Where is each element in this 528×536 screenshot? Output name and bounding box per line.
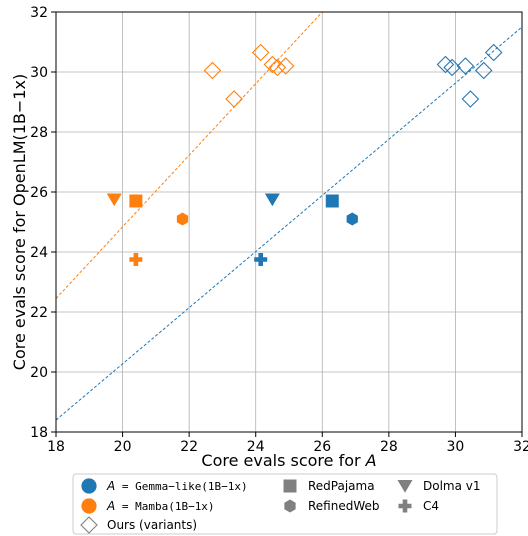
legend-marker: [283, 479, 297, 493]
y-tick-label: 26: [30, 185, 48, 201]
point-dolma-v1-series-0: [264, 193, 280, 207]
fit-lines: [56, 12, 522, 421]
plot-frame: [55, 11, 523, 433]
fit-line-series-0: [56, 26, 522, 421]
y-tick-label: 30: [30, 65, 48, 81]
legend-item: RefinedWeb: [284, 499, 380, 513]
legend: A = Gemma−like(1B−1x) RedPajama Dolma v1 A …: [72, 473, 498, 535]
grid: [55, 11, 523, 433]
x-tick-label: 28: [380, 439, 398, 455]
variant-point-series-1: [251, 43, 270, 62]
legend-item: A = Mamba(1B−1x): [81, 498, 215, 514]
variant-point-series-1: [203, 61, 222, 80]
variant-point-series-0: [484, 43, 503, 62]
legend-marker: [398, 499, 412, 513]
point-c4-series-0: [254, 253, 268, 266]
legend-label: C4: [423, 499, 439, 513]
point-c4-series-1: [129, 253, 143, 266]
legend-marker: [81, 498, 97, 514]
data-markers: [106, 43, 503, 266]
point-refinedweb-series-1: [176, 212, 189, 226]
legend-item: Ours (variants): [80, 516, 197, 534]
y-tick-label: 18: [30, 425, 48, 441]
y-axis-label: Core evals score for OpenLM(1B−1x): [10, 74, 29, 370]
legend-label: Ours (variants): [107, 518, 197, 532]
legend-item: A = Gemma−like(1B−1x): [81, 478, 248, 494]
x-tick-label: 24: [247, 439, 265, 455]
variant-point-series-0: [436, 55, 455, 74]
legend-label: RedPajama: [308, 479, 375, 493]
y-tick-label: 20: [30, 365, 48, 381]
y-tick-label: 22: [30, 305, 48, 321]
legend-item: C4: [398, 499, 439, 513]
x-tick-label: 22: [180, 439, 198, 455]
x-tick-label: 20: [114, 439, 132, 455]
point-redpajama-series-1: [129, 194, 143, 208]
x-axis-label: Core evals score for A: [201, 451, 376, 470]
x-tick-label: 32: [513, 439, 528, 455]
legend-marker: [80, 516, 98, 534]
legend-label: Dolma v1: [423, 479, 481, 493]
variant-point-series-0: [474, 61, 493, 80]
legend-item: Dolma v1: [397, 479, 481, 493]
point-dolma-v1-series-1: [106, 193, 122, 207]
legend-item: RedPajama: [283, 479, 375, 493]
legend-marker: [397, 480, 413, 493]
variant-point-series-0: [443, 58, 461, 77]
y-tick-label: 24: [30, 245, 48, 261]
legend-label: A = Gemma−like(1B−1x): [106, 479, 248, 493]
y-tick-label: 32: [30, 5, 48, 21]
axis-ticks: 18 20 22 24 26 28 30 32 18 20 22 24 26 28 30 32: [30, 5, 528, 455]
legend-marker: [81, 478, 97, 494]
variant-point-series-0: [456, 57, 475, 75]
point-refinedweb-series-0: [346, 212, 358, 226]
legend-label: RefinedWeb: [308, 499, 380, 513]
legend-label: A = Mamba(1B−1x): [106, 499, 215, 513]
variant-point-series-1: [225, 90, 243, 108]
legend-marker: [284, 499, 296, 513]
y-tick-label: 28: [30, 125, 48, 141]
x-tick-label: 18: [47, 439, 65, 455]
x-tick-label: 26: [313, 439, 331, 455]
point-redpajama-series-0: [325, 194, 339, 208]
variant-point-series-1: [263, 55, 282, 74]
variant-point-series-0: [461, 90, 480, 108]
x-tick-label: 30: [447, 439, 465, 455]
variant-point-series-1: [276, 57, 295, 75]
variant-point-series-1: [268, 58, 287, 77]
